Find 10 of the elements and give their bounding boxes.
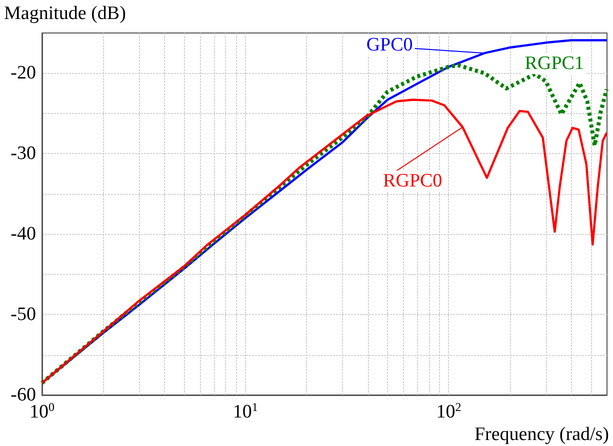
y-tick-label: -50 [10,304,36,326]
y-tick-label: -40 [10,224,36,245]
y-tick-label: -30 [10,143,36,164]
series-label: RGPC1 [524,53,584,74]
y-axis-title: Magnitude (dB) [4,3,126,24]
series-label: GPC0 [366,34,413,56]
x-axis-title: Frequency (rad/s) [474,424,609,445]
y-tick-label: -20 [10,62,36,84]
series-label: RGPC0 [383,170,442,192]
y-tick-label: -60 [10,384,36,406]
